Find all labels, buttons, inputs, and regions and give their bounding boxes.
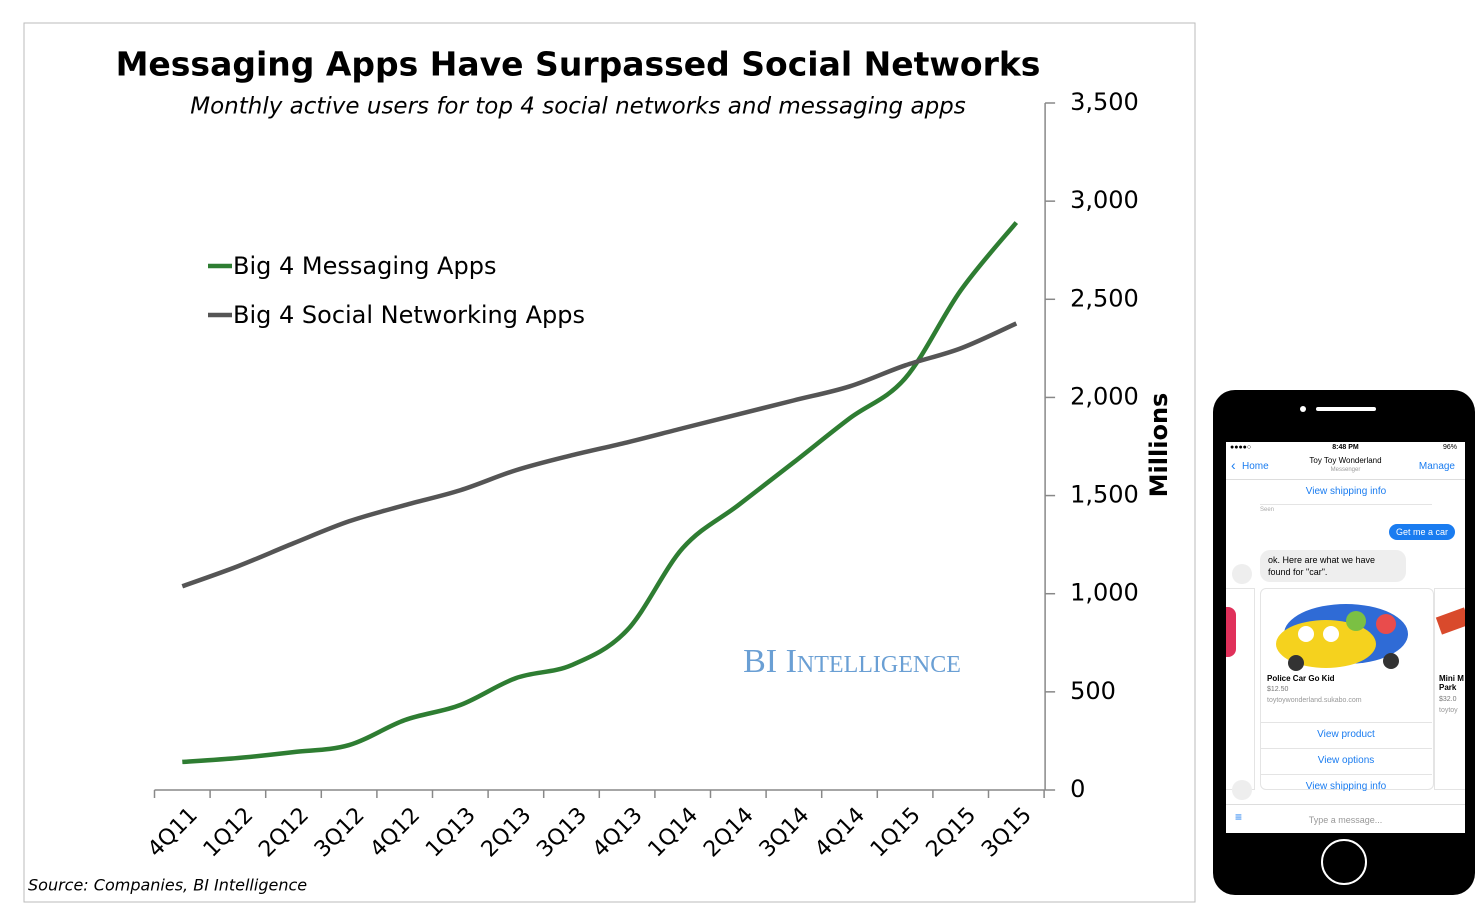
menu-icon[interactable]: ≡ (1235, 810, 1243, 824)
card-site: toytoywonderland.sukabo.com (1267, 697, 1362, 704)
prev-card-image (1226, 607, 1236, 657)
phone: ●●●●○ 8:48 PM 96% Home ‹ Toy Toy Wonderl… (1213, 390, 1475, 895)
card-price: $12.50 (1267, 686, 1289, 693)
series-line (181, 321, 1018, 589)
message-input[interactable]: Type a message... (1308, 815, 1383, 825)
signal: ●●●●○ (1230, 444, 1252, 451)
product-card[interactable] (1260, 588, 1434, 790)
legend-label: Big 4 Messaging Apps (233, 252, 496, 280)
toy-eye (1298, 626, 1314, 642)
back-button[interactable]: Home (1242, 461, 1269, 472)
watermark: BI Intelligence (743, 643, 961, 680)
y-tick-label: 3,500 (1070, 88, 1139, 116)
chart: Messaging Apps Have Surpassed Social Net… (23, 22, 1196, 903)
chart-subtitle: Monthly active users for top 4 social ne… (190, 94, 966, 120)
contact-sub: Messenger (1330, 467, 1361, 473)
legend-label: Big 4 Social Networking Apps (233, 301, 585, 329)
chart-title: Messaging Apps Have Surpassed Social Net… (116, 45, 1041, 84)
card-title: Police Car Go Kid (1267, 674, 1335, 683)
manage-button[interactable]: Manage (1418, 461, 1455, 472)
next-card-site: toytoy (1439, 707, 1458, 714)
y-tick-label: 1,000 (1070, 579, 1139, 607)
bot-avatar (1232, 564, 1252, 584)
y-tick-label: 3,000 (1070, 186, 1139, 214)
header-divider (1226, 479, 1465, 480)
product-image (1276, 604, 1408, 671)
y-tick-label: 2,500 (1070, 284, 1139, 312)
status-time: 8:48 PM (1332, 444, 1359, 451)
y-tick-label: 2,000 (1070, 382, 1139, 410)
card-edge (1260, 504, 1432, 505)
y-tick-label: 500 (1070, 677, 1116, 705)
y-tick-label: 0 (1070, 775, 1085, 803)
composer-divider (1226, 804, 1465, 805)
contact-name[interactable]: Toy Toy Wonderland (1309, 456, 1382, 465)
toy-wheel (1383, 653, 1399, 669)
back-chevron[interactable]: ‹ (1231, 457, 1236, 473)
y-axis-label: Millions (1145, 393, 1173, 498)
toy-wheel (1288, 655, 1304, 671)
top-shipping-button[interactable]: View shipping info (1305, 486, 1387, 497)
camera (1300, 406, 1306, 412)
toy-figure (1376, 614, 1396, 634)
bot-message: ok. Here are what we have found for "car… (1260, 550, 1406, 582)
series-line (182, 221, 1019, 765)
chart-frame (23, 22, 1196, 903)
next-card-title: Mini M Park (1439, 674, 1464, 692)
bot-avatar (1232, 780, 1252, 800)
y-tick-label: 1,500 (1070, 481, 1139, 509)
seen: Seen (1260, 507, 1275, 513)
source: Source: Companies, BI Intelligence (28, 876, 307, 895)
home-button[interactable] (1321, 839, 1367, 885)
toy-eye (1323, 626, 1339, 642)
toy-figure (1346, 611, 1366, 631)
screen: ●●●●○ 8:48 PM 96% Home ‹ Toy Toy Wonderl… (1226, 442, 1465, 833)
card-button[interactable]: View shipping info (1260, 774, 1432, 801)
speaker (1316, 407, 1376, 411)
card-button[interactable]: View product (1260, 722, 1432, 749)
next-card[interactable] (1434, 588, 1465, 790)
user-message: Get me a car (1388, 524, 1455, 540)
battery: 96% (1442, 444, 1457, 451)
next-card-price: $32.0 (1439, 696, 1457, 703)
card-button[interactable]: View options (1260, 748, 1432, 775)
